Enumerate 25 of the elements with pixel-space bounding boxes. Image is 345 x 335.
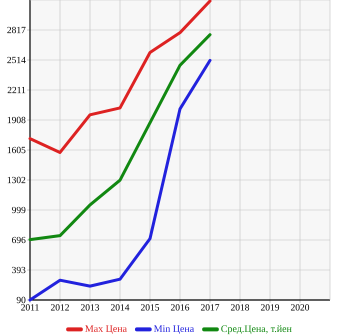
x-tick-label: 2019 [260,304,280,311]
y-tick-label: 1908 [8,116,26,124]
x-tick-label: 2014 [110,304,130,311]
y-tick-label: 2817 [7,26,26,34]
y-tick-label: 2211 [8,86,26,94]
x-tick-label: 2018 [230,304,250,311]
y-tick-label: 1302 [8,176,26,184]
y-tick-label: 1605 [8,146,26,154]
x-tick-label: 2017 [200,304,220,311]
x-tick-label: 2020 [290,304,310,311]
legend-label: Max Цена [85,325,127,334]
x-tick-label: 2012 [50,304,69,311]
x-tick-label: 2011 [21,304,39,311]
line-series [28,0,212,154]
x-tick-label: 2013 [80,304,100,311]
y-tick-label: 696 [12,236,26,244]
y-tick-label: 393 [12,266,26,274]
line-series [28,58,212,302]
y-tick-label: 999 [12,206,26,214]
legend-label: Min Цена [154,325,194,334]
y-tick-label: 2514 [7,56,26,64]
legend-label: Сред.Цена, т.йен [221,325,292,334]
y-tick-label: 90 [16,296,26,304]
x-tick-label: 2015 [140,304,160,311]
x-tick-label: 2016 [170,304,190,311]
